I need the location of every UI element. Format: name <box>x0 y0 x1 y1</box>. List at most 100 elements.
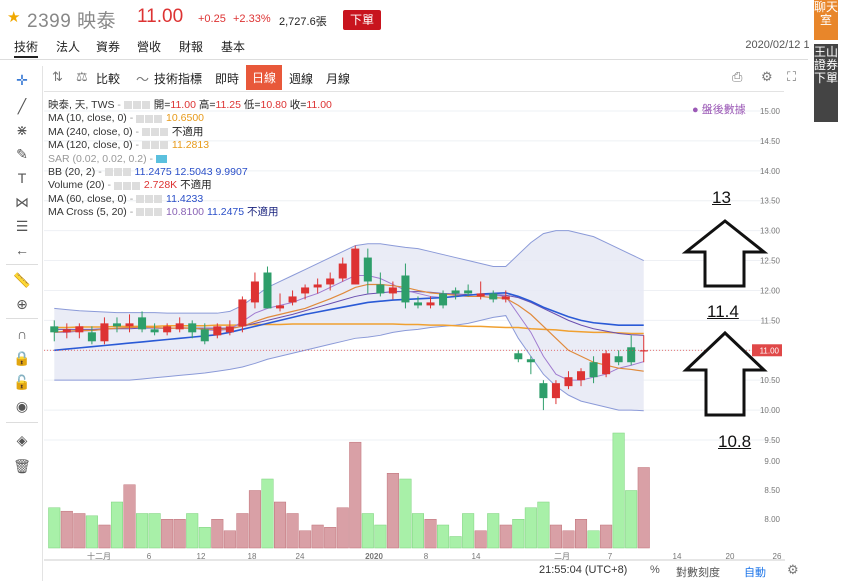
tab-technical[interactable]: 技術 <box>14 38 39 58</box>
camera-icon[interactable]: ⎙ <box>732 69 743 84</box>
indicators-button[interactable]: 技術指標 <box>154 72 203 86</box>
candle-body[interactable] <box>577 371 586 381</box>
candle-body[interactable] <box>112 323 121 327</box>
lock-draw-icon[interactable]: 🔒 <box>13 350 31 366</box>
zoom-in-icon[interactable]: ⊕ <box>16 296 28 312</box>
tab-financials[interactable]: 財報 <box>179 40 204 54</box>
after-hours-data[interactable]: ● 盤後數據 <box>692 104 746 116</box>
compare-button[interactable]: 比較 <box>96 72 121 86</box>
candle-body[interactable] <box>250 281 259 303</box>
candle-body[interactable] <box>351 248 360 285</box>
candle-body[interactable] <box>163 326 172 333</box>
candle-body[interactable] <box>501 296 510 300</box>
legend-box[interactable] <box>150 128 159 137</box>
candle-body[interactable] <box>326 278 335 285</box>
auto-scale-toggle[interactable]: 自動 <box>744 567 766 579</box>
layers-icon[interactable]: ◈ <box>16 432 28 448</box>
legend-box[interactable] <box>113 168 122 177</box>
legend-box[interactable] <box>154 208 163 217</box>
candle-body[interactable] <box>150 329 159 333</box>
order-button[interactable]: 下單 <box>343 10 381 30</box>
legend-box[interactable] <box>159 128 168 137</box>
legend-box[interactable] <box>122 181 131 190</box>
legend-box[interactable] <box>131 181 140 190</box>
candle-body[interactable] <box>175 323 184 330</box>
candle-body[interactable] <box>225 326 234 333</box>
text-tool-icon[interactable]: T <box>17 170 27 186</box>
candle-body[interactable] <box>363 257 372 282</box>
candle-body[interactable] <box>376 284 385 294</box>
candle-body[interactable] <box>627 347 636 363</box>
eye-icon[interactable]: ◉ <box>15 398 29 414</box>
candle-body[interactable] <box>301 287 310 294</box>
candle-body[interactable] <box>639 350 648 352</box>
candle-body[interactable] <box>602 353 611 375</box>
legend-box[interactable] <box>154 114 163 123</box>
indicator-icon[interactable]: 〜 <box>136 72 150 87</box>
candle-body[interactable] <box>451 290 460 294</box>
star-icon[interactable]: ★ <box>7 9 21 26</box>
candle-body[interactable] <box>338 263 347 279</box>
candle-body[interactable] <box>439 293 448 306</box>
percent-toggle[interactable]: % <box>650 564 660 576</box>
candle-type-icon[interactable]: ⇅ <box>52 69 63 84</box>
legend-box[interactable] <box>141 141 150 150</box>
fullscreen-icon[interactable]: ⛶ <box>787 69 797 84</box>
tab-revenue[interactable]: 營收 <box>137 40 162 54</box>
candle-body[interactable] <box>238 299 247 327</box>
legend-box[interactable] <box>145 195 154 204</box>
log-scale-toggle[interactable]: 對數刻度 <box>676 567 720 579</box>
legend-box[interactable] <box>136 195 145 204</box>
visibility-toggle-icon[interactable] <box>155 154 167 163</box>
legend-box[interactable] <box>113 181 122 190</box>
candle-body[interactable] <box>200 329 209 342</box>
candle-body[interactable] <box>551 383 560 399</box>
candle-body[interactable] <box>62 329 71 333</box>
lock-icon[interactable]: 🔓 <box>13 374 31 390</box>
candle-body[interactable] <box>388 287 397 294</box>
legend-box[interactable] <box>145 208 154 217</box>
arrow-left-icon[interactable]: ← <box>15 242 29 258</box>
legend-box[interactable] <box>141 101 150 110</box>
legend-box[interactable] <box>141 128 150 137</box>
legend-box[interactable] <box>159 141 168 150</box>
ruler-icon[interactable]: 📏 <box>13 272 31 288</box>
candle-body[interactable] <box>539 383 548 399</box>
legend-box[interactable] <box>145 114 154 123</box>
candle-body[interactable] <box>401 275 410 303</box>
tab-basic[interactable]: 基本 <box>221 40 246 54</box>
candle-body[interactable] <box>476 293 485 297</box>
legend-box[interactable] <box>154 195 163 204</box>
scale-settings-icon[interactable]: ⚙ <box>787 562 799 577</box>
brush-icon[interactable]: ✎ <box>16 146 28 162</box>
weekly-button[interactable]: 週線 <box>289 72 314 86</box>
candle-body[interactable] <box>313 284 322 288</box>
candle-body[interactable] <box>526 359 535 363</box>
legend-box[interactable] <box>132 101 141 110</box>
candle-body[interactable] <box>87 332 96 342</box>
candle-body[interactable] <box>138 317 147 330</box>
crosshair-icon[interactable]: ✛ <box>16 72 28 88</box>
price-chart[interactable]: 15.00 14.50 14.00 13.50 13.00 12.50 12.00 11.50… <box>44 93 785 563</box>
candle-body[interactable] <box>489 293 498 300</box>
pattern-icon[interactable]: ⋈ <box>15 194 29 210</box>
candle-body[interactable] <box>188 323 197 333</box>
fibonacci-icon[interactable]: ☰ <box>15 218 29 234</box>
candle-body[interactable] <box>213 326 222 336</box>
legend-box[interactable] <box>122 168 131 177</box>
legend-box[interactable] <box>136 208 145 217</box>
fork-tool-icon[interactable]: ⋇ <box>16 122 28 138</box>
trash-icon[interactable]: 🗑 <box>13 458 31 474</box>
legend-box[interactable] <box>123 101 132 110</box>
trend-line-icon[interactable]: ╱ <box>17 98 27 114</box>
candle-body[interactable] <box>464 290 473 294</box>
broker-order-button[interactable]: 王山證券下單 <box>814 44 838 122</box>
chatroom-button[interactable]: 聊天室 <box>814 0 838 40</box>
candle-body[interactable] <box>50 326 59 333</box>
candle-body[interactable] <box>100 323 109 342</box>
candle-body[interactable] <box>589 362 598 378</box>
tab-institutional[interactable]: 法人 <box>56 40 81 54</box>
candle-body[interactable] <box>413 302 422 306</box>
magnet-icon[interactable]: ∩ <box>16 326 28 342</box>
candle-body[interactable] <box>564 377 573 387</box>
